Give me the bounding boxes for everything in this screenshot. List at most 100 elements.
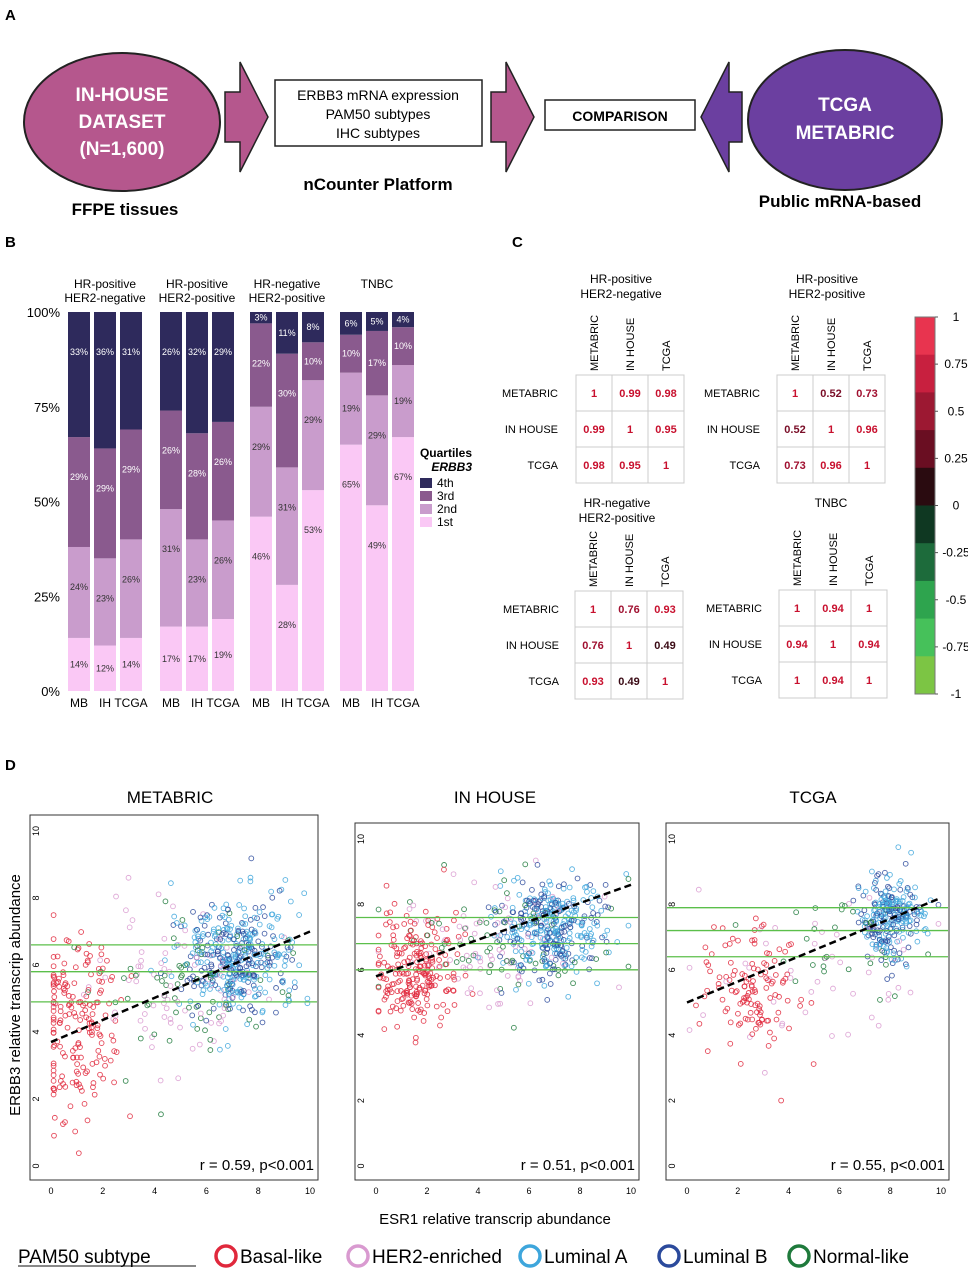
data-point [554, 941, 561, 948]
data-point [148, 967, 154, 974]
data-point [56, 1019, 63, 1026]
bar-segment-1st [212, 618, 234, 691]
data-point [75, 1071, 81, 1077]
data-point [54, 953, 61, 960]
data-point [778, 1097, 784, 1104]
data-point [251, 914, 258, 921]
bar-value-label: 29% [96, 483, 114, 493]
matrix-cell-value: 1 [830, 639, 836, 651]
data-point [426, 975, 433, 982]
data-point [282, 957, 289, 964]
data-point [539, 908, 546, 915]
data-point [845, 966, 852, 973]
data-point [558, 937, 565, 944]
colorbar-segment [915, 467, 935, 506]
matrix-row-label: IN HOUSE [506, 640, 559, 652]
data-point [625, 963, 632, 970]
data-point [870, 918, 877, 925]
data-point [432, 982, 438, 989]
data-point [204, 951, 211, 958]
bar-value-label: 5% [370, 316, 383, 326]
data-point [533, 906, 540, 913]
data-point [50, 972, 57, 978]
data-point [245, 989, 252, 995]
data-point [751, 940, 758, 947]
public-dataset-ellipse [747, 49, 943, 191]
data-point [850, 897, 857, 904]
data-point [922, 910, 928, 917]
scatter-frame [665, 822, 950, 1181]
data-point [237, 965, 243, 972]
data-point [384, 986, 391, 993]
matrix-cell-value: 0.98 [655, 388, 676, 400]
data-point [528, 934, 535, 941]
data-point [511, 877, 517, 884]
data-point [259, 1008, 266, 1014]
data-point [524, 953, 531, 960]
data-point [220, 973, 227, 980]
data-point [908, 849, 914, 856]
data-point [811, 926, 818, 932]
data-point [375, 946, 382, 953]
data-point [553, 931, 560, 938]
data-point [704, 1048, 711, 1054]
matrix-title-line1: TNBC [815, 496, 848, 510]
data-point [511, 959, 517, 966]
legend-title-gene: ERBB3 [431, 460, 472, 474]
data-point [375, 906, 382, 913]
colorbar-segment [915, 505, 935, 544]
data-point [539, 953, 546, 960]
data-point [509, 904, 516, 911]
data-point [406, 906, 413, 912]
data-point [900, 906, 907, 913]
data-point [401, 959, 408, 965]
data-point [247, 874, 254, 881]
data-point [568, 963, 575, 970]
data-point [50, 1014, 57, 1021]
bar-segment-3rd [186, 433, 208, 540]
data-point [438, 944, 445, 951]
data-point [268, 911, 275, 918]
data-point [590, 910, 596, 916]
correlation-annotation: r = 0.59, p<0.001 [200, 1157, 314, 1174]
data-point [238, 943, 245, 950]
category-label: TCGA [114, 696, 147, 710]
data-point [525, 930, 532, 937]
data-point [757, 926, 763, 933]
data-point [411, 920, 418, 927]
data-point [108, 977, 114, 984]
data-point [569, 866, 575, 872]
data-point [590, 937, 597, 944]
data-point [864, 933, 870, 940]
data-point [502, 919, 508, 926]
matrix-cell [574, 662, 612, 700]
data-point [882, 869, 888, 876]
box-line3: IHC subtypes [336, 125, 420, 141]
y-tick-label: 2 [31, 1096, 41, 1101]
data-point [240, 991, 247, 998]
data-point [51, 1114, 58, 1121]
data-point [561, 923, 567, 930]
data-point [158, 970, 164, 977]
data-point [894, 903, 901, 910]
data-point [741, 983, 748, 990]
data-point [108, 1032, 115, 1039]
data-point [598, 907, 605, 914]
data-point [883, 900, 890, 907]
data-point [462, 925, 469, 931]
legend-marker-basal-like [214, 1244, 238, 1268]
data-point [525, 980, 532, 987]
x-tick-label: 8 [888, 1186, 893, 1196]
data-point [763, 962, 770, 968]
legend-swatch-3rd [420, 491, 432, 501]
data-point [570, 897, 577, 904]
data-point [784, 971, 791, 978]
data-point [94, 1025, 101, 1032]
data-point [850, 990, 856, 997]
data-point [236, 902, 243, 908]
data-point [862, 917, 868, 924]
group-title-line2: HER2-negative [64, 291, 146, 305]
x-tick-label: 8 [577, 1186, 582, 1196]
data-point [883, 961, 889, 968]
data-point [220, 956, 226, 963]
